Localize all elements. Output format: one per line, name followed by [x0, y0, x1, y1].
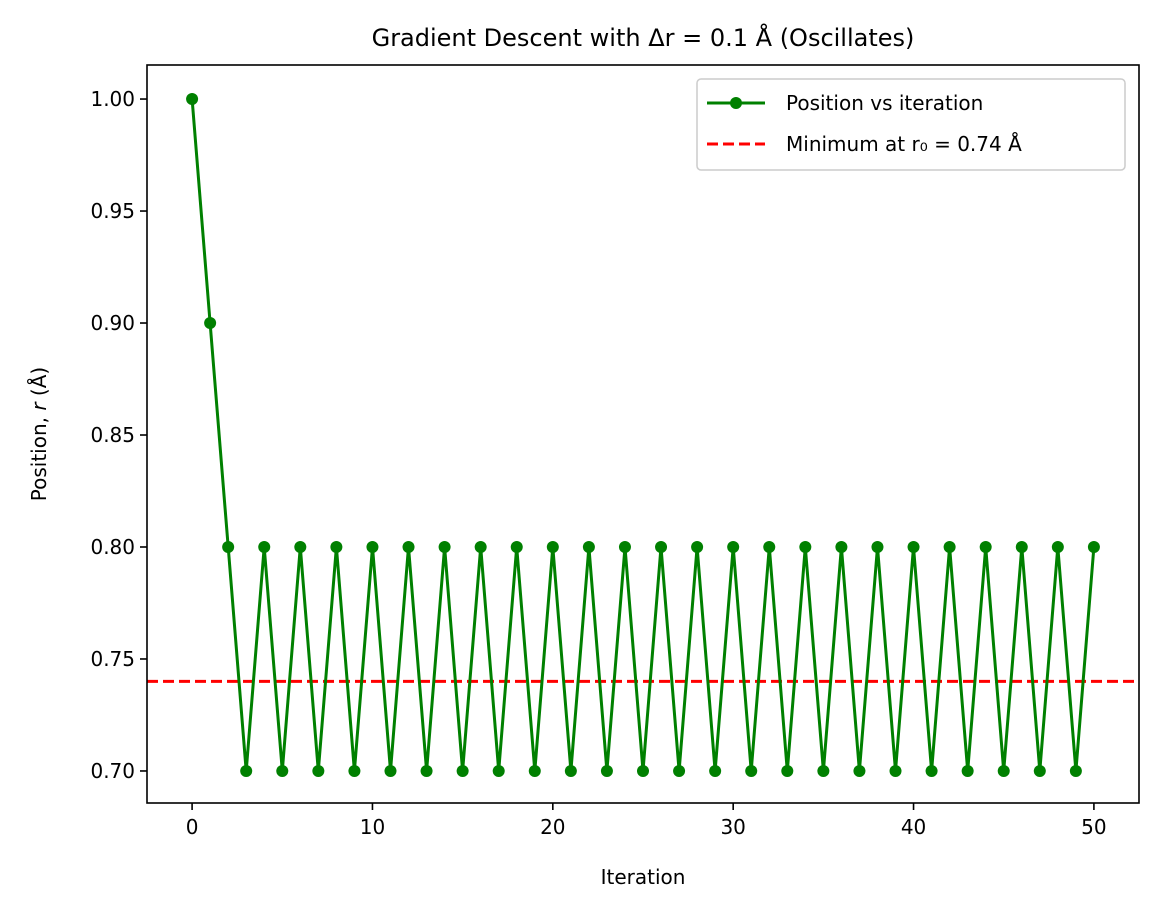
data-point	[528, 764, 541, 777]
data-point	[943, 540, 956, 553]
data-point	[1087, 540, 1100, 553]
data-point	[366, 540, 379, 553]
data-point	[492, 764, 505, 777]
y-axis: 0.70 0.75 0.80 0.85 0.90 0.95 1.00	[90, 87, 147, 783]
legend: Position vs iteration Minimum at r₀ = 0.…	[696, 78, 1126, 171]
x-tick-label: 40	[901, 815, 926, 839]
data-point	[348, 764, 361, 777]
data-point	[258, 540, 271, 553]
data-point	[618, 540, 631, 553]
data-point	[438, 540, 451, 553]
legend-label-position: Position vs iteration	[786, 91, 983, 115]
x-axis: 0 10 20 30 40 50	[186, 803, 1107, 839]
data-point	[204, 317, 217, 330]
data-point	[817, 764, 830, 777]
data-point	[420, 764, 433, 777]
y-tick-label: 0.75	[90, 647, 135, 671]
data-point	[546, 540, 559, 553]
y-tick-label: 0.80	[90, 535, 135, 559]
data-point	[510, 540, 523, 553]
x-axis-label: Iteration	[601, 865, 686, 889]
data-point	[600, 764, 613, 777]
data-point	[799, 540, 812, 553]
data-point	[745, 764, 758, 777]
x-tick-label: 20	[540, 815, 565, 839]
data-point	[655, 540, 668, 553]
y-tick-label: 1.00	[90, 87, 135, 111]
y-tick-label: 0.95	[90, 199, 135, 223]
plot-area	[147, 93, 1139, 777]
data-point	[871, 540, 884, 553]
data-point	[907, 540, 920, 553]
data-point	[889, 764, 902, 777]
data-point	[564, 764, 577, 777]
data-point	[1051, 540, 1064, 553]
data-point	[727, 540, 740, 553]
legend-box	[696, 78, 1126, 171]
data-point	[1033, 764, 1046, 777]
data-point	[961, 764, 974, 777]
data-point	[240, 764, 253, 777]
data-point	[384, 764, 397, 777]
data-point	[673, 764, 686, 777]
y-tick-label: 0.70	[90, 759, 135, 783]
y-axis-label: Position, r (Å)	[27, 367, 51, 501]
x-tick-label: 0	[186, 815, 199, 839]
data-point	[402, 540, 415, 553]
data-point	[582, 540, 595, 553]
data-point	[925, 764, 938, 777]
legend-label-minimum: Minimum at r₀ = 0.74 Å	[786, 132, 1022, 156]
data-point	[709, 764, 722, 777]
data-point	[853, 764, 866, 777]
x-tick-label: 50	[1081, 815, 1106, 839]
x-tick-label: 30	[720, 815, 745, 839]
data-point	[1069, 764, 1082, 777]
data-point	[294, 540, 307, 553]
y-tick-label: 0.85	[90, 423, 135, 447]
data-point	[979, 540, 992, 553]
data-point	[186, 93, 199, 106]
data-point	[222, 540, 235, 553]
y-tick-label: 0.90	[90, 311, 135, 335]
data-point	[312, 764, 325, 777]
data-point	[330, 540, 343, 553]
axes-frame	[146, 64, 1140, 804]
legend-marker-position	[730, 97, 742, 109]
data-point	[691, 540, 704, 553]
data-point	[637, 764, 649, 777]
data-point	[474, 540, 487, 553]
chart-title: Gradient Descent with Δr = 0.1 Å (Oscill…	[372, 23, 915, 52]
data-point	[835, 540, 848, 553]
data-point	[763, 540, 776, 553]
data-point	[456, 764, 469, 777]
x-tick-label: 10	[360, 815, 385, 839]
data-point	[276, 764, 289, 777]
data-point	[1015, 540, 1028, 553]
series-line	[190, 98, 1096, 773]
data-point	[781, 764, 794, 777]
data-point	[997, 764, 1010, 777]
